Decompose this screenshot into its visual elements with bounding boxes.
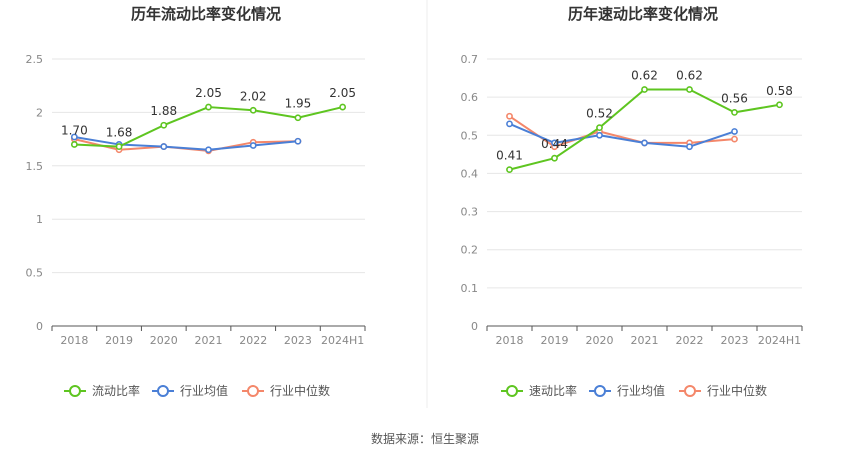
chart1-x-tick-label: 2020 — [150, 334, 178, 347]
chart2-legend-marker — [594, 385, 606, 397]
chart2-y-tick-label: 0 — [471, 320, 478, 333]
chart2-series-line-3 — [508, 115, 735, 148]
chart2-series-point-1 — [686, 86, 693, 93]
chart1-legend-marker — [69, 385, 81, 397]
chart1-y-tick-label: 1 — [36, 213, 43, 226]
chart2-legend-label: 行业中位数 — [707, 383, 767, 398]
chart2-data-label: 0.58 — [766, 84, 793, 98]
chart1-series-point-2 — [249, 142, 257, 149]
chart1-series-point-2 — [294, 137, 302, 145]
chart1-data-label: 1.95 — [285, 97, 312, 111]
chart1-legend-label: 行业中位数 — [270, 383, 330, 398]
chart1-series-point-1 — [339, 103, 347, 111]
chart2-legend-label: 速动比率 — [529, 383, 577, 398]
chart1-series-point-1 — [70, 141, 78, 148]
chart2-series-point-1 — [731, 109, 738, 116]
chart2-series-point-2 — [551, 139, 558, 147]
chart1-x-tick-label: 2019 — [105, 334, 133, 347]
chart2-series-point-2 — [506, 120, 513, 128]
chart1-data-label: 1.70 — [61, 123, 88, 137]
chart2-data-label: 0.56 — [721, 91, 748, 105]
chart2-series-point-3 — [731, 135, 738, 143]
chart1-series-line-2 — [74, 135, 299, 151]
data-source-text: 数据来源：恒生聚源 — [371, 431, 479, 446]
chart2-series-point-3 — [506, 112, 513, 120]
chart2-series-point-2 — [596, 131, 603, 139]
chart2-series-point-2 — [641, 139, 648, 147]
chart2-x-tick-label: 2022 — [676, 334, 704, 347]
chart1-title: 历年流动比率变化情况 — [131, 5, 281, 23]
chart1-legend-marker — [247, 385, 259, 397]
chart2-y-tick-label: 0.4 — [461, 167, 479, 180]
chart1-y-tick-label: 1.5 — [26, 160, 44, 173]
chart2-series-point-1 — [596, 124, 603, 132]
chart1-legend-label: 流动比率 — [92, 383, 140, 398]
chart2-x-tick-label: 2024H1 — [758, 334, 801, 347]
chart1-x-tick-label: 2024H1 — [321, 334, 364, 347]
chart2-title: 历年速动比率变化情况 — [568, 5, 718, 23]
chart2-x-tick-label: 2020 — [586, 334, 614, 347]
chart1-x-tick-label: 2023 — [284, 334, 312, 347]
chart2-x-tick-label: 2021 — [631, 334, 659, 347]
chart2-x-tick-label: 2023 — [721, 334, 749, 347]
chart1-x-tick-label: 2021 — [195, 334, 223, 347]
chart2-data-label: 0.41 — [496, 149, 523, 163]
chart1-series-point-2 — [160, 143, 168, 150]
chart1-x-tick-label: 2018 — [60, 334, 88, 347]
chart1-data-label: 2.02 — [240, 89, 267, 103]
chart2-series-point-2 — [686, 143, 693, 151]
chart2-series-line-2 — [509, 122, 735, 148]
chart1-data-label: 1.88 — [150, 104, 177, 118]
chart1-y-tick-label: 0 — [36, 320, 43, 333]
chart1-x-tick-label: 2022 — [239, 334, 267, 347]
chart2-data-label: 0.62 — [676, 69, 703, 83]
chart2-y-tick-label: 0.1 — [461, 282, 479, 295]
chart1-series-point-1 — [160, 121, 168, 129]
chart2-legend-label: 行业均值 — [617, 383, 665, 398]
chart2-data-label: 0.52 — [586, 107, 613, 121]
chart2-series-point-1 — [551, 154, 558, 162]
chart1-data-label: 2.05 — [195, 86, 222, 100]
chart2-data-label: 0.44 — [541, 137, 568, 151]
chart2-series-point-1 — [776, 101, 783, 109]
chart2-x-tick-label: 2019 — [541, 334, 569, 347]
chart2-y-tick-label: 0.6 — [461, 91, 479, 104]
chart2-y-tick-label: 0.2 — [461, 244, 479, 257]
chart1-y-tick-label: 0.5 — [26, 267, 44, 280]
chart1-y-tick-label: 2 — [36, 106, 43, 119]
chart2-x-tick-label: 2018 — [496, 334, 524, 347]
chart1-legend-label: 行业均值 — [180, 383, 228, 398]
chart1-series-point-1 — [249, 106, 257, 114]
chart2-legend-marker — [684, 385, 696, 397]
chart2-y-tick-label: 0.7 — [461, 53, 479, 66]
chart2-series-point-1 — [641, 86, 648, 93]
chart1-series-point-1 — [115, 143, 123, 150]
chart1-y-tick-label: 2.5 — [26, 53, 44, 66]
chart1-data-label: 2.05 — [329, 86, 356, 100]
chart2-y-tick-label: 0.3 — [461, 206, 479, 219]
chart1-series-point-2 — [205, 146, 212, 154]
chart1-data-label: 1.68 — [106, 126, 133, 140]
chart2-legend-marker — [506, 385, 518, 397]
chart1-series-point-2 — [70, 133, 78, 141]
chart2-series-point-1 — [506, 166, 513, 174]
chart2-series-point-2 — [731, 128, 738, 135]
chart1-series-point-1 — [294, 114, 302, 122]
chart2-data-label: 0.62 — [631, 69, 658, 83]
chart1-series-point-1 — [205, 103, 212, 111]
chart1-legend-marker — [157, 385, 169, 397]
chart2-y-tick-label: 0.5 — [461, 129, 479, 142]
